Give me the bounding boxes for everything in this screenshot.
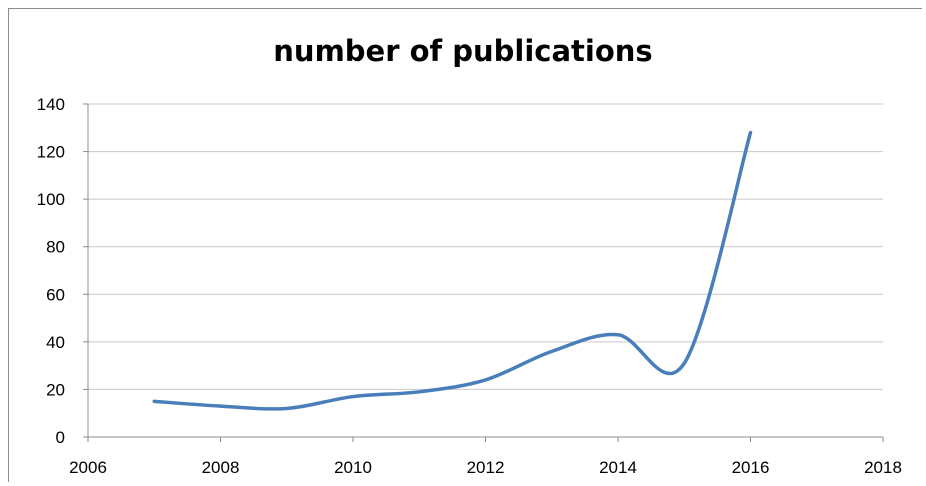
gridlines [88, 103, 883, 390]
x-tick-label: 2006 [69, 458, 107, 477]
x-tick-label: 2018 [864, 458, 902, 477]
y-tick-label: 120 [37, 143, 65, 162]
y-tick-label: 140 [37, 95, 65, 114]
x-tick-label: 2010 [334, 458, 372, 477]
y-tick-label: 20 [46, 380, 65, 399]
y-tick-label: 40 [46, 333, 65, 352]
series-line [152, 130, 753, 411]
y-tick-labels: 0 20 40 60 80 100 120 140 [37, 95, 65, 447]
series-group [152, 130, 753, 411]
y-tick-label: 60 [46, 285, 65, 304]
x-tick-label: 2014 [599, 458, 637, 477]
x-tick-label: 2016 [732, 458, 770, 477]
chart-title: number of publications [273, 34, 653, 68]
x-tick-label: 2012 [467, 458, 505, 477]
y-tick-label: 80 [46, 238, 65, 257]
y-tick-label: 100 [37, 190, 65, 209]
x-tick-label: 2008 [202, 458, 240, 477]
x-tick-labels: 2006 2008 2010 2012 2014 2016 2018 [69, 458, 902, 477]
axes [83, 103, 884, 442]
y-tick-label: 0 [56, 428, 65, 447]
